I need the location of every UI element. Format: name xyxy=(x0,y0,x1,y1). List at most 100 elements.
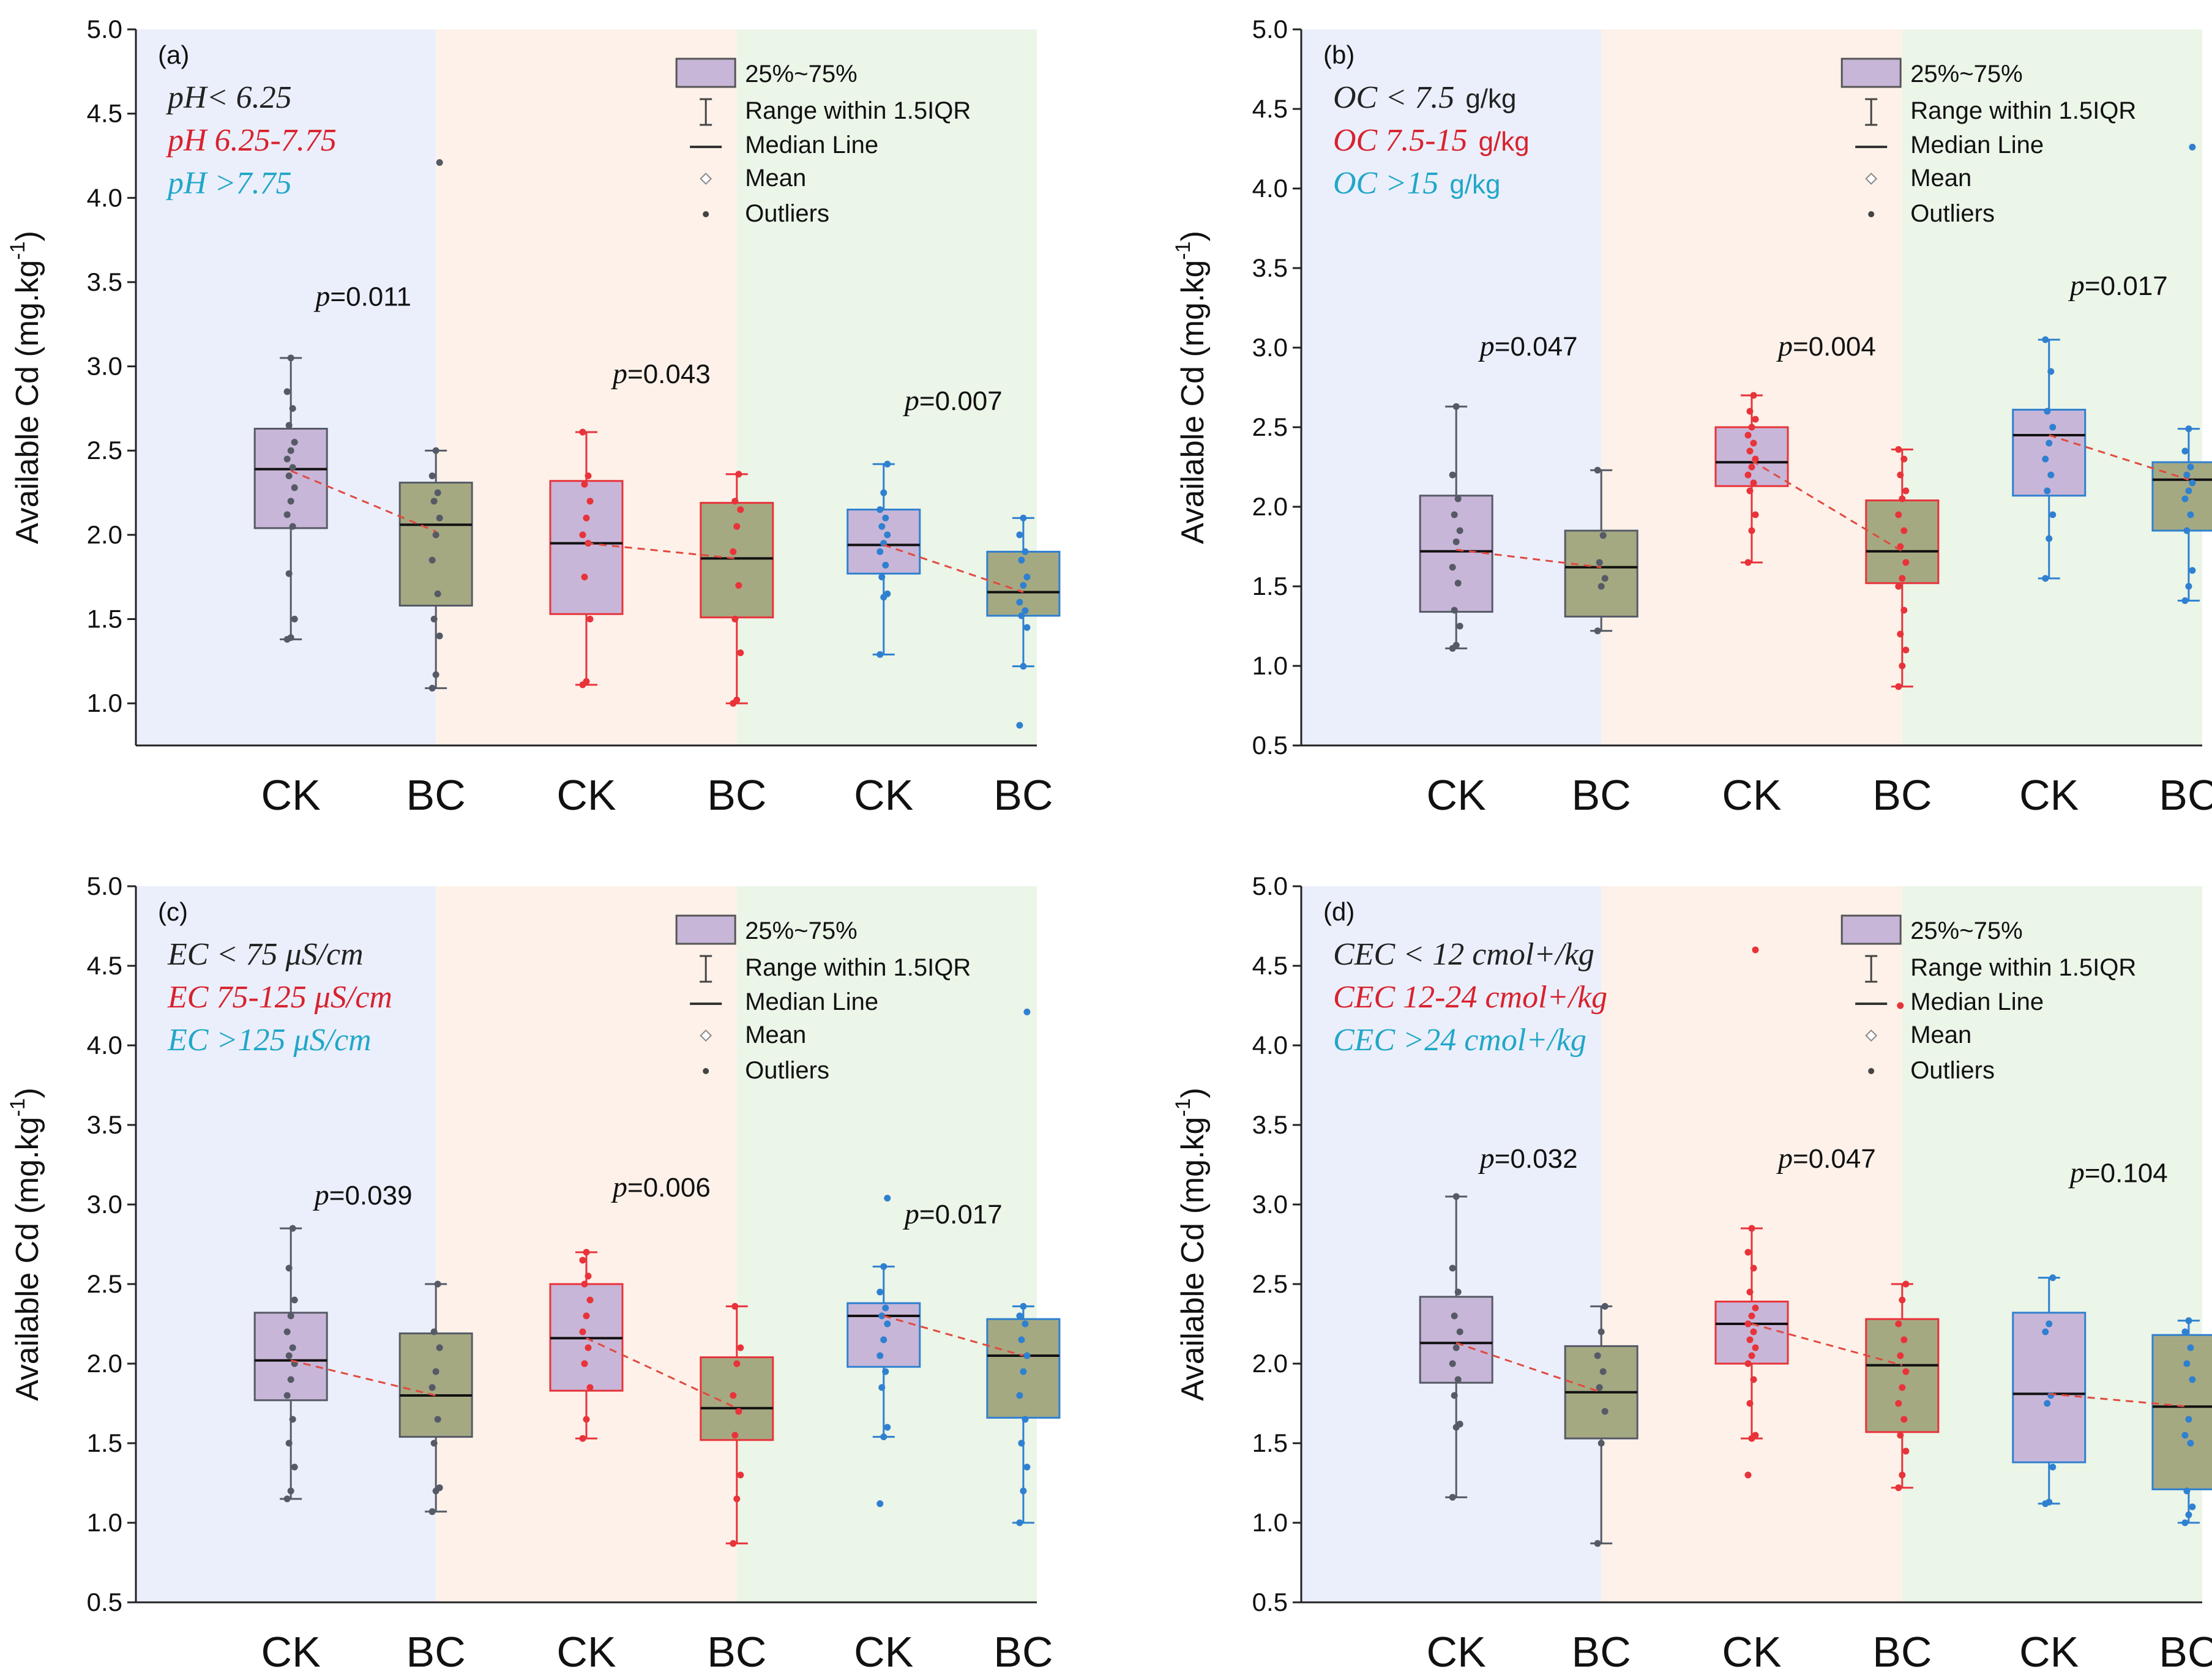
p-symbol: p xyxy=(313,280,330,312)
data-point xyxy=(1023,573,1031,581)
data-point xyxy=(1451,511,1458,518)
data-point xyxy=(434,1280,441,1288)
data-point xyxy=(730,1392,737,1399)
group-background xyxy=(136,886,436,1602)
data-point xyxy=(880,489,887,496)
data-point xyxy=(2181,447,2189,455)
condition-text: pH 6.25-7.75 xyxy=(165,123,337,158)
data-point xyxy=(579,531,586,539)
mean-connector xyxy=(2049,1392,2189,1408)
legend: 25%~75% Range within 1.5IQR Median Line Mea… xyxy=(675,914,971,1084)
p-symbol: p xyxy=(903,384,919,417)
data-point xyxy=(2047,471,2055,479)
data-point xyxy=(2189,1376,2196,1383)
box-ck xyxy=(2012,1274,2087,1507)
data-point xyxy=(2185,1416,2192,1423)
x-category-label: CK xyxy=(1427,1628,1486,1676)
condition-text: EC 75-125 μS/cm xyxy=(167,980,392,1015)
legend-range-label: Range within 1.5IQR xyxy=(745,97,971,124)
data-point xyxy=(1902,1447,1910,1455)
data-point xyxy=(579,1435,586,1442)
condition-label: pH< 6.25 xyxy=(165,80,292,115)
data-point xyxy=(583,1249,590,1256)
data-point xyxy=(1752,416,1759,423)
condition-text: EC < 75 μS/cm xyxy=(167,937,364,972)
data-point xyxy=(735,1408,742,1415)
data-point xyxy=(291,1296,298,1304)
data-point xyxy=(876,548,884,555)
data-point xyxy=(581,573,588,581)
condition-unit: g/kg xyxy=(1479,127,1530,157)
data-point xyxy=(882,561,889,569)
data-point xyxy=(428,684,436,692)
data-point xyxy=(2046,535,2053,542)
data-point xyxy=(1452,403,1460,410)
data-point xyxy=(1020,1487,1027,1495)
legend-mean-swatch xyxy=(700,173,712,185)
data-point xyxy=(434,1416,441,1423)
legend-box-label: 25%~75% xyxy=(1910,61,2022,88)
data-point xyxy=(1456,1328,1463,1335)
data-point xyxy=(1023,1463,1031,1471)
data-point xyxy=(1750,1264,1757,1272)
legend-range-swatch xyxy=(700,955,712,983)
data-point xyxy=(1899,1296,1906,1304)
data-point xyxy=(1449,1360,1456,1367)
data-point xyxy=(884,1320,891,1328)
data-point xyxy=(581,480,588,488)
y-tick-label: 2.5 xyxy=(1252,413,1288,441)
panel-tag: (b) xyxy=(1323,40,1354,69)
data-point xyxy=(1594,1352,1601,1359)
data-point xyxy=(737,1471,744,1479)
y-axis-label-sup: -1 xyxy=(6,1098,29,1116)
x-category-label: CK xyxy=(1427,771,1486,819)
legend-outlier-swatch xyxy=(1868,211,1875,217)
data-point xyxy=(434,590,441,597)
iqr-box xyxy=(700,502,774,619)
y-tick-label: 3.0 xyxy=(87,1190,122,1219)
p-value: p=0.047 xyxy=(1478,330,1578,362)
group-background xyxy=(736,29,1037,745)
y-tick-label: 4.5 xyxy=(87,951,122,980)
condition-label: pH 6.25-7.75 xyxy=(165,123,337,158)
data-point xyxy=(289,1416,296,1423)
legend-box-swatch xyxy=(675,58,736,88)
x-category-label: CK xyxy=(2019,1628,2079,1676)
y-tick-label: 5.0 xyxy=(1252,15,1288,43)
data-point xyxy=(1452,1344,1460,1351)
data-point xyxy=(1016,531,1023,539)
mean-connector xyxy=(1751,460,1903,553)
data-point xyxy=(1023,1008,1031,1015)
data-point xyxy=(2044,1400,2051,1407)
y-tick-label: 5.0 xyxy=(87,15,122,43)
x-category-label: CK xyxy=(556,771,616,819)
data-point xyxy=(2183,471,2191,479)
legend-outlier-swatch xyxy=(1868,1068,1875,1074)
data-point xyxy=(1902,487,1910,495)
y-tick-label: 3.0 xyxy=(87,352,122,381)
data-point xyxy=(2187,511,2194,518)
data-point xyxy=(1022,607,1029,614)
x-category-label: CK xyxy=(261,771,321,819)
data-point xyxy=(1748,424,1755,431)
data-point xyxy=(1902,646,1910,654)
data-point xyxy=(1895,1400,1902,1407)
data-point xyxy=(287,1376,294,1383)
data-point xyxy=(2185,487,2192,495)
y-tick-label: 2.5 xyxy=(1252,1269,1288,1298)
data-point xyxy=(2185,583,2192,590)
data-point xyxy=(1899,1384,1906,1391)
legend-mean-swatch xyxy=(1865,1029,1878,1042)
data-point xyxy=(2189,479,2196,487)
data-point xyxy=(285,422,293,429)
data-point xyxy=(878,1312,886,1320)
data-point xyxy=(1016,599,1023,606)
data-point xyxy=(1451,1392,1458,1399)
panel-tag: (d) xyxy=(1323,897,1354,926)
y-tick-label: 3.5 xyxy=(1252,1110,1288,1139)
data-point xyxy=(2187,1344,2194,1351)
box-bc xyxy=(1865,446,1940,690)
data-point xyxy=(1897,630,1904,638)
data-point xyxy=(731,616,739,623)
data-point xyxy=(285,1440,293,1447)
